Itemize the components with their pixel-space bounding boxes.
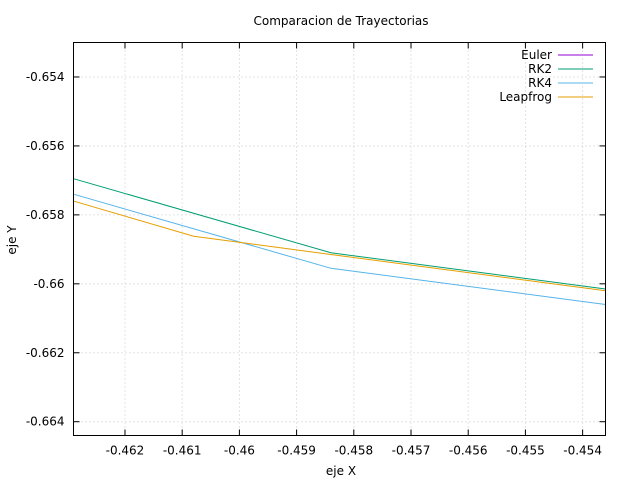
grid-lines — [73, 42, 606, 436]
y-tick-label: -0.66 — [33, 277, 64, 291]
y-tick-label: -0.654 — [26, 70, 65, 84]
series-lines — [73, 178, 606, 305]
x-tick-label: -0.455 — [506, 444, 545, 458]
legend-label: RK2 — [528, 62, 552, 76]
y-tick-label: -0.662 — [26, 346, 65, 360]
x-tick-label: -0.462 — [106, 444, 145, 458]
axis-ticks: -0.462 -0.461 -0.46 -0.459 -0.458 -0.457 -0.45… — [26, 42, 606, 458]
y-tick-label: -0.664 — [26, 415, 65, 429]
x-tick-label: -0.459 — [277, 444, 316, 458]
legend-label: Leapfrog — [499, 90, 552, 104]
series-line-leapfrog — [73, 200, 606, 292]
y-tick-label: -0.658 — [26, 208, 65, 222]
x-tick-label: -0.454 — [563, 444, 602, 458]
series-line-rk4 — [73, 193, 606, 305]
plot-frame — [73, 42, 606, 436]
x-tick-label: -0.458 — [334, 444, 373, 458]
x-tick-label: -0.461 — [163, 444, 202, 458]
x-tick-label: -0.457 — [392, 444, 431, 458]
x-tick-label: -0.456 — [449, 444, 488, 458]
series-line-rk2 — [73, 178, 606, 290]
x-axis-label: eje X — [326, 464, 356, 478]
legend-label: RK4 — [528, 76, 552, 90]
y-axis-label: eje Y — [5, 225, 19, 255]
x-tick-label: -0.46 — [224, 444, 255, 458]
chart-title: Comparacion de Trayectorias — [253, 14, 428, 28]
legend-label: Euler — [521, 48, 552, 62]
y-tick-label: -0.656 — [26, 139, 65, 153]
